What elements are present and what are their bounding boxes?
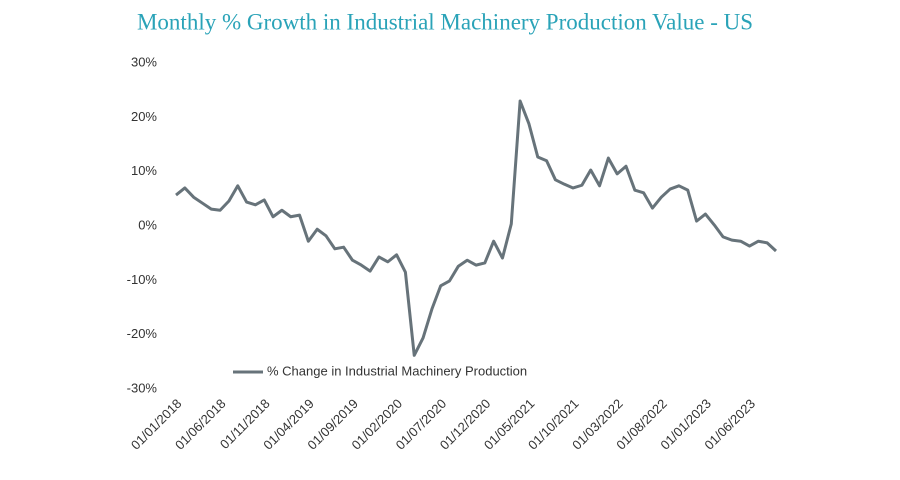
y-tick-label: -10% (127, 272, 158, 287)
y-tick-label: 0% (138, 217, 157, 232)
y-tick-label: -20% (127, 326, 158, 341)
y-tick-label: 30% (131, 54, 157, 69)
legend-label: % Change in Industrial Machinery Product… (267, 363, 527, 378)
line (175, 99, 778, 357)
y-tick-label: 10% (131, 163, 157, 178)
y-tick-label: -30% (127, 380, 158, 395)
chart-title: Monthly % Growth in Industrial Machinery… (137, 9, 753, 34)
y-tick-label: 20% (131, 109, 157, 124)
